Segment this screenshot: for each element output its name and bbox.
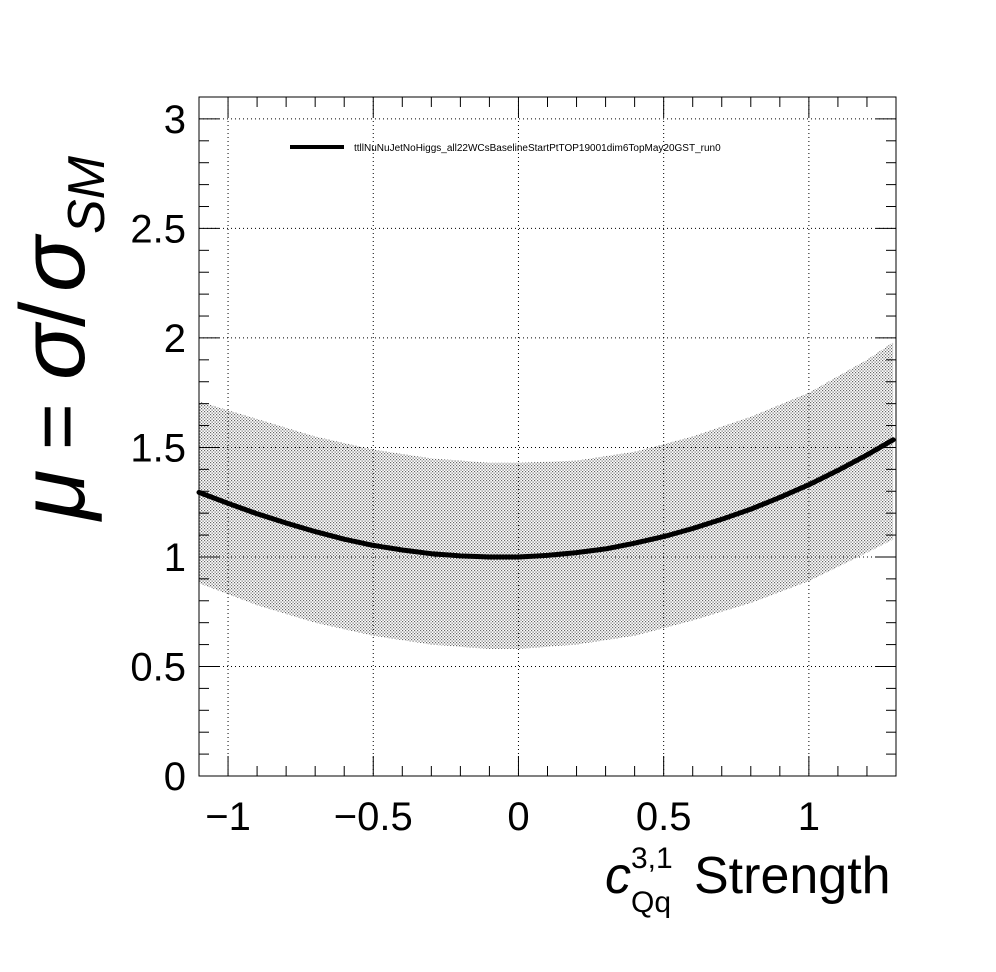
- y-tick-label: 0.5: [130, 645, 186, 689]
- x-axis-subscript: Qq: [631, 886, 671, 919]
- y-tick-label: 0: [164, 755, 186, 799]
- x-tick-label: 1: [798, 795, 820, 839]
- x-tick-label: −1: [205, 795, 251, 839]
- y-tick-label: 3: [164, 98, 186, 142]
- uncertainty-band: [199, 342, 894, 649]
- x-axis-superscript: 3,1: [631, 842, 673, 875]
- y-axis-slash: /: [2, 301, 104, 327]
- legend: ttllNuNuJetNoHiggs_all22WCsBaselineStart…: [290, 143, 721, 154]
- y-axis-sigma-sm: σ: [2, 233, 104, 292]
- series-line-layer: [196, 437, 896, 560]
- y-axis-mu: μ: [2, 470, 104, 522]
- y-axis-equals: =: [12, 403, 101, 450]
- y-axis-subscript: SM: [58, 155, 116, 234]
- y-tick-label: 1: [164, 536, 186, 580]
- tick-layer: −1 −0.5 0 0.5 1 0 0.5 1 1.5 2 2.5 3: [130, 96, 897, 839]
- series-line-0: [196, 437, 896, 560]
- x-tick-label: 0: [507, 795, 529, 839]
- y-tick-label: 2.5: [130, 207, 186, 251]
- x-axis-symbol: c: [605, 847, 631, 905]
- x-tick-label: −0.5: [334, 795, 413, 839]
- y-axis-title: μ = σ / σ SM: [2, 155, 116, 522]
- x-axis-title: c 3,1 Qq Strength: [605, 842, 891, 919]
- y-axis-sigma: σ: [2, 321, 104, 380]
- uncertainty-band-layer: [199, 342, 894, 649]
- y-tick-label: 2: [164, 317, 186, 361]
- y-tick-label: 1.5: [130, 426, 186, 470]
- x-tick-label: 0.5: [636, 795, 692, 839]
- legend-label: ttllNuNuJetNoHiggs_all22WCsBaselineStart…: [354, 143, 721, 154]
- x-axis-text: Strength: [694, 847, 891, 905]
